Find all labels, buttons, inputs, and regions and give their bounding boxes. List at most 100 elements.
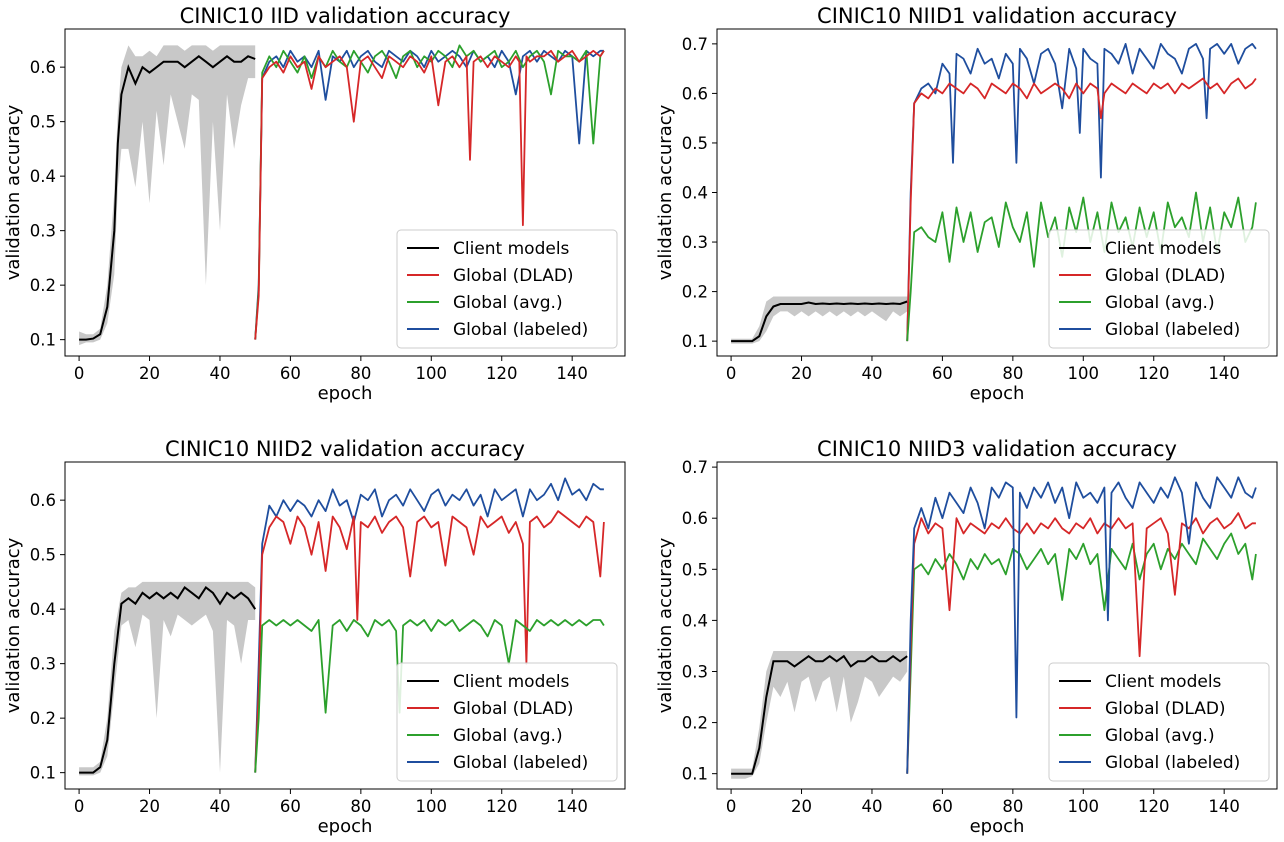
plot-frame (64, 28, 626, 357)
legend-box (1048, 229, 1270, 349)
series-line-client-models (79, 55, 256, 341)
y-tick-label: 0.3 (30, 222, 56, 241)
x-tick-label: 0 (726, 797, 737, 816)
legend-box (1048, 662, 1270, 782)
x-tick-label: 100 (416, 364, 448, 383)
series-line-avg (906, 532, 1257, 774)
x-tick-label: 120 (1138, 364, 1170, 383)
series-line-dlad (254, 49, 605, 340)
chart-panel-3: CINIC10 NIID2 validation accuracy 0 20 40 60… (3, 437, 626, 837)
x-tick-label: 80 (350, 797, 371, 816)
x-tick-label: 120 (486, 364, 518, 383)
y-axis-label: validation accuracy (655, 104, 676, 280)
y-tick-label: 0.5 (30, 546, 56, 565)
legend-label: Global (DLAD) (1105, 266, 1226, 286)
x-tick-label: 80 (1002, 364, 1023, 383)
x-tick-label: 20 (791, 364, 812, 383)
x-axis-label: epoch (970, 383, 1025, 404)
legend-label: Global (avg.) (453, 726, 563, 746)
series-line-avg (906, 191, 1257, 342)
legend-label: Global (DLAD) (1105, 699, 1226, 719)
plot-frame (64, 461, 626, 790)
x-tick-label: 40 (209, 364, 230, 383)
plot-frame (716, 461, 1278, 790)
y-tick-label: 0.6 (30, 58, 56, 77)
y-tick-label: 0.1 (30, 764, 56, 783)
legend-label: Client models (453, 239, 570, 259)
chart-panel-2: CINIC10 NIID1 validation accuracy 0 20 40 60… (655, 4, 1278, 404)
y-tick-label: 0.2 (682, 283, 708, 302)
legend: Client models Global (DLAD) Global (avg.) G… (396, 662, 618, 782)
x-tick-label: 20 (139, 797, 160, 816)
client-range-band (79, 581, 256, 776)
series-line-client-models (79, 585, 257, 774)
series-line-dlad (906, 512, 1256, 774)
legend-label: Global (labeled) (453, 753, 588, 773)
legend-label: Global (DLAD) (453, 699, 574, 719)
legend-label: Global (labeled) (1105, 320, 1240, 340)
x-tick-label: 100 (1068, 797, 1100, 816)
y-tick-label: 0.1 (682, 332, 708, 351)
y-tick-label: 0.4 (30, 167, 56, 186)
y-tick-label: 0.6 (30, 491, 56, 510)
y-tick-label: 0.1 (682, 765, 708, 784)
legend-label: Global (avg.) (1105, 293, 1215, 313)
x-tick-label: 120 (1138, 797, 1170, 816)
y-tick-label: 0.5 (682, 134, 708, 153)
x-tick-label: 100 (416, 797, 448, 816)
x-tick-label: 60 (932, 797, 953, 816)
x-tick-label: 20 (139, 364, 160, 383)
legend-label: Client models (1105, 672, 1222, 692)
x-tick-label: 140 (556, 364, 588, 383)
x-tick-label: 80 (1002, 797, 1023, 816)
y-tick-label: 0.4 (682, 184, 708, 203)
x-axis-label: epoch (970, 816, 1025, 837)
x-axis-label: epoch (318, 383, 373, 404)
y-axis-label: validation accuracy (3, 537, 24, 713)
x-tick-label: 140 (1208, 797, 1240, 816)
x-tick-label: 80 (350, 364, 371, 383)
series-line-dlad (254, 510, 605, 773)
x-tick-label: 40 (861, 797, 882, 816)
client-range-band (731, 651, 908, 779)
client-range-band (731, 296, 908, 344)
x-tick-label: 60 (280, 797, 301, 816)
x-axis-label: epoch (318, 816, 373, 837)
y-tick-label: 0.1 (30, 331, 56, 350)
x-tick-label: 40 (209, 797, 230, 816)
legend-box (396, 662, 618, 782)
y-tick-label: 0.3 (30, 655, 56, 674)
x-tick-label: 60 (932, 364, 953, 383)
legend-label: Global (labeled) (453, 320, 588, 340)
y-tick-label: 0.2 (30, 709, 56, 728)
chart-panel-4: CINIC10 NIID3 validation accuracy 0 20 40 60… (655, 437, 1278, 837)
series-line-labeled (254, 477, 604, 773)
legend: Client models Global (DLAD) Global (avg.) G… (1048, 229, 1270, 349)
x-tick-label: 140 (556, 797, 588, 816)
legend-box (396, 229, 618, 349)
legend-label: Global (DLAD) (453, 266, 574, 286)
y-axis-label: validation accuracy (3, 104, 24, 280)
chart-panel-1: CINIC10 IID validation accuracy 0 20 40 60 80… (3, 4, 626, 404)
series-line-client-models (731, 654, 908, 775)
series-line-labeled (906, 43, 1257, 342)
legend-label: Client models (1105, 239, 1222, 259)
series-line-avg (254, 44, 605, 340)
x-tick-label: 120 (486, 797, 518, 816)
y-tick-label: 0.2 (30, 276, 56, 295)
y-tick-label: 0.4 (682, 611, 708, 630)
x-tick-label: 20 (791, 797, 812, 816)
legend: Client models Global (DLAD) Global (avg.) G… (396, 229, 618, 349)
legend-label: Global (avg.) (453, 293, 563, 313)
chart-title: CINIC10 NIID1 validation accuracy (817, 4, 1177, 28)
chart-title: CINIC10 NIID3 validation accuracy (817, 437, 1177, 461)
y-axis-label: validation accuracy (655, 537, 676, 713)
legend-label: Client models (453, 672, 570, 692)
x-tick-label: 0 (726, 364, 737, 383)
y-tick-label: 0.5 (30, 113, 56, 132)
y-tick-label: 0.4 (30, 600, 56, 619)
y-tick-label: 0.6 (682, 509, 708, 528)
legend: Client models Global (DLAD) Global (avg.) G… (1048, 662, 1270, 782)
x-tick-label: 40 (861, 364, 882, 383)
